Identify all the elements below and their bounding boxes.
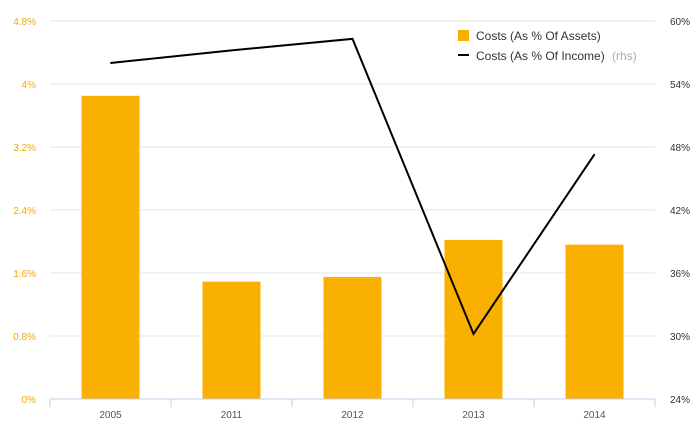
legend-label-income: Costs (As % Of Income) (rhs) [476, 49, 637, 63]
point-2005 [110, 62, 111, 64]
x-tick-label: 2013 [462, 410, 485, 421]
right-tick-label: 60% [670, 17, 690, 28]
legend-label-income-name: Costs (As % Of Income) [476, 49, 605, 63]
point-2011 [231, 49, 232, 51]
x-tick-label: 2012 [341, 410, 364, 421]
point-2013 [473, 333, 474, 335]
left-tick-label: 0.8% [13, 332, 36, 343]
x-tick-label: 2005 [99, 410, 122, 421]
legend-label-rhs: (rhs) [612, 49, 637, 63]
legend-label-assets: Costs (As % Of Assets) [476, 29, 601, 43]
point-2014 [594, 153, 595, 155]
right-tick-label: 30% [670, 332, 690, 343]
legend: Costs (As % Of Assets) Costs (As % Of In… [458, 29, 637, 63]
right-tick-label: 48% [670, 143, 690, 154]
x-tick-label: 2014 [583, 410, 606, 421]
gridlines [50, 20, 655, 337]
right-tick-label: 24% [670, 395, 690, 406]
bar-2013 [444, 239, 503, 399]
bar-series [81, 95, 624, 399]
axes: 0% 0.8% 1.6% 2.4% 3.2% 4% 4.8% 24% 30% 36% 42% 48% 5… [13, 17, 690, 421]
left-tick-label: 4% [22, 80, 37, 91]
x-tick-label: 2011 [221, 410, 243, 421]
left-tick-label: 3.2% [13, 143, 36, 154]
bar-2014 [565, 244, 624, 399]
left-tick-label: 4.8% [13, 17, 36, 28]
legend-swatch-assets [458, 30, 469, 41]
bar-2012 [323, 276, 382, 399]
line-series [110, 37, 596, 337]
bar-2011 [202, 281, 261, 399]
right-tick-label: 42% [670, 206, 690, 217]
point-2012 [352, 38, 353, 40]
right-tick-label: 54% [670, 80, 690, 91]
bar-2005 [81, 95, 140, 399]
right-tick-label: 36% [670, 269, 690, 280]
left-tick-label: 1.6% [13, 269, 36, 280]
left-tick-label: 2.4% [13, 206, 36, 217]
left-tick-label: 0% [22, 395, 37, 406]
